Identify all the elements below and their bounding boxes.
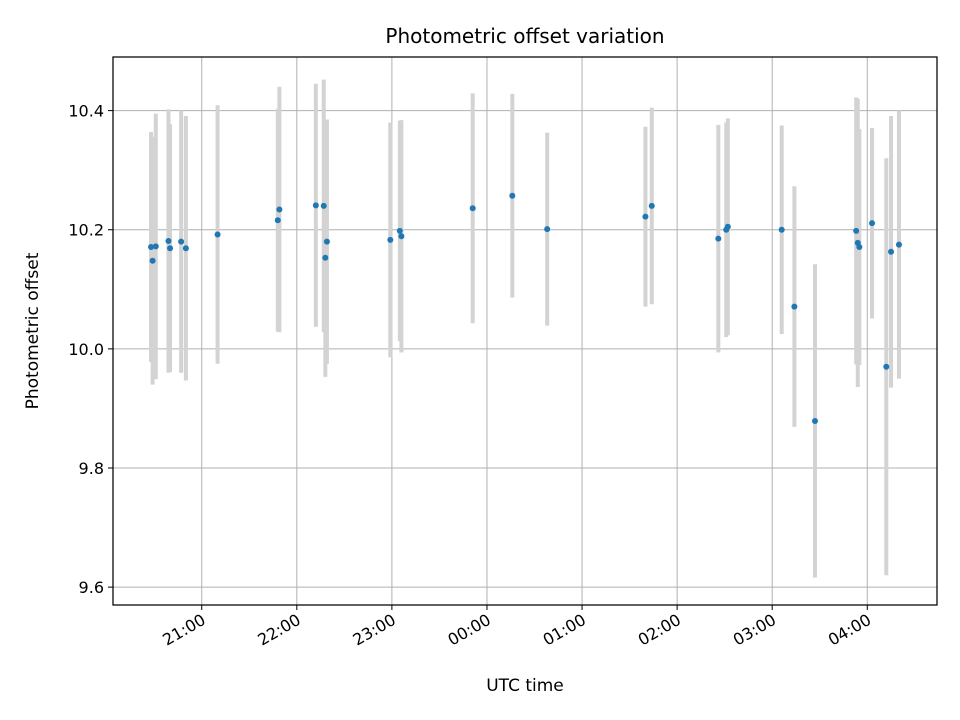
data-point: [544, 226, 551, 233]
data-point: [398, 233, 405, 240]
data-point: [724, 223, 731, 230]
data-point: [165, 238, 172, 245]
data-point: [469, 205, 476, 212]
y-tick-label: 10.0: [68, 340, 104, 359]
data-point: [642, 213, 649, 220]
data-point: [214, 231, 221, 238]
data-point: [888, 248, 895, 255]
y-tick-label: 9.8: [79, 459, 104, 478]
data-point: [715, 235, 722, 242]
y-axis-title: Photometric offset: [23, 252, 43, 409]
data-point: [149, 257, 156, 264]
data-point: [869, 220, 876, 227]
data-point: [182, 245, 189, 252]
data-point: [274, 217, 281, 224]
data-point: [148, 244, 155, 251]
data-point: [152, 243, 159, 250]
data-point: [396, 227, 403, 234]
data-point: [509, 192, 516, 199]
x-axis-title: UTC time: [486, 676, 564, 696]
data-point: [811, 417, 818, 424]
data-point: [167, 245, 174, 252]
data-point: [276, 206, 283, 213]
data-point: [323, 238, 330, 245]
data-point: [178, 238, 185, 245]
data-point: [895, 241, 902, 248]
data-point: [648, 202, 655, 209]
data-point: [856, 244, 863, 251]
plot-frame: [112, 56, 938, 606]
data-point: [312, 202, 319, 209]
data-point: [883, 363, 890, 370]
y-tick-label: 10.4: [68, 102, 104, 121]
data-point: [320, 202, 327, 209]
y-tick-label: 10.2: [68, 221, 104, 240]
data-point: [322, 254, 329, 261]
point-layer: [148, 192, 902, 424]
y-tick-label: 9.6: [79, 578, 104, 597]
data-point: [387, 236, 394, 243]
data-point: [791, 303, 798, 310]
data-point: [778, 226, 785, 233]
data-point: [853, 227, 860, 234]
chart-title: Photometric offset variation: [385, 24, 664, 48]
